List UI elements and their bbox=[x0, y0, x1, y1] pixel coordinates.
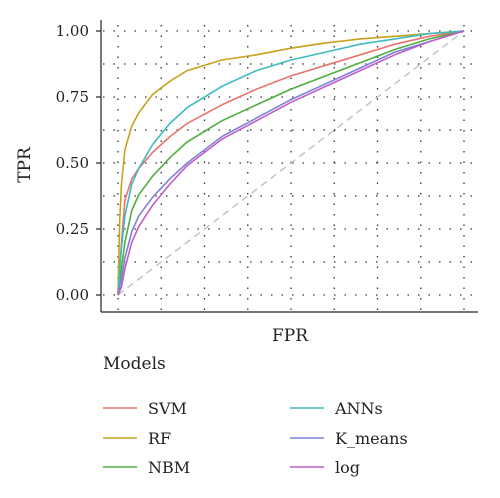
series-line-rf bbox=[117, 30, 465, 296]
x-axis-title: FPR bbox=[272, 326, 309, 346]
legend-label-anns: ANNs bbox=[334, 399, 383, 418]
series-lines bbox=[117, 30, 465, 296]
series-line-svm bbox=[117, 30, 465, 296]
legend-label-log: log bbox=[335, 458, 360, 477]
y-axis-title: TPR bbox=[15, 146, 35, 183]
legend-label-rf: RF bbox=[148, 429, 171, 448]
y-tick-label: 0.50 bbox=[56, 154, 89, 172]
series-line-log bbox=[117, 30, 465, 296]
y-ticks: 0.00 0.25 0.50 0.75 1.00 bbox=[56, 22, 101, 304]
y-tick-label: 0.25 bbox=[56, 220, 89, 238]
legend-label-k-means: K_means bbox=[335, 429, 408, 448]
series-line-anns bbox=[117, 30, 465, 296]
legend-label-svm: SVM bbox=[148, 399, 187, 418]
y-tick-label: 0.75 bbox=[56, 88, 89, 106]
legend-title: Models bbox=[103, 354, 166, 374]
diagonal-reference-line bbox=[117, 30, 465, 296]
series-line-k-means bbox=[117, 30, 465, 296]
legend-label-nbm: NBM bbox=[148, 458, 190, 477]
y-tick-label: 1.00 bbox=[56, 22, 89, 40]
y-tick-label: 0.00 bbox=[56, 286, 89, 304]
series-line-nbm bbox=[117, 30, 465, 296]
axes bbox=[100, 20, 478, 313]
